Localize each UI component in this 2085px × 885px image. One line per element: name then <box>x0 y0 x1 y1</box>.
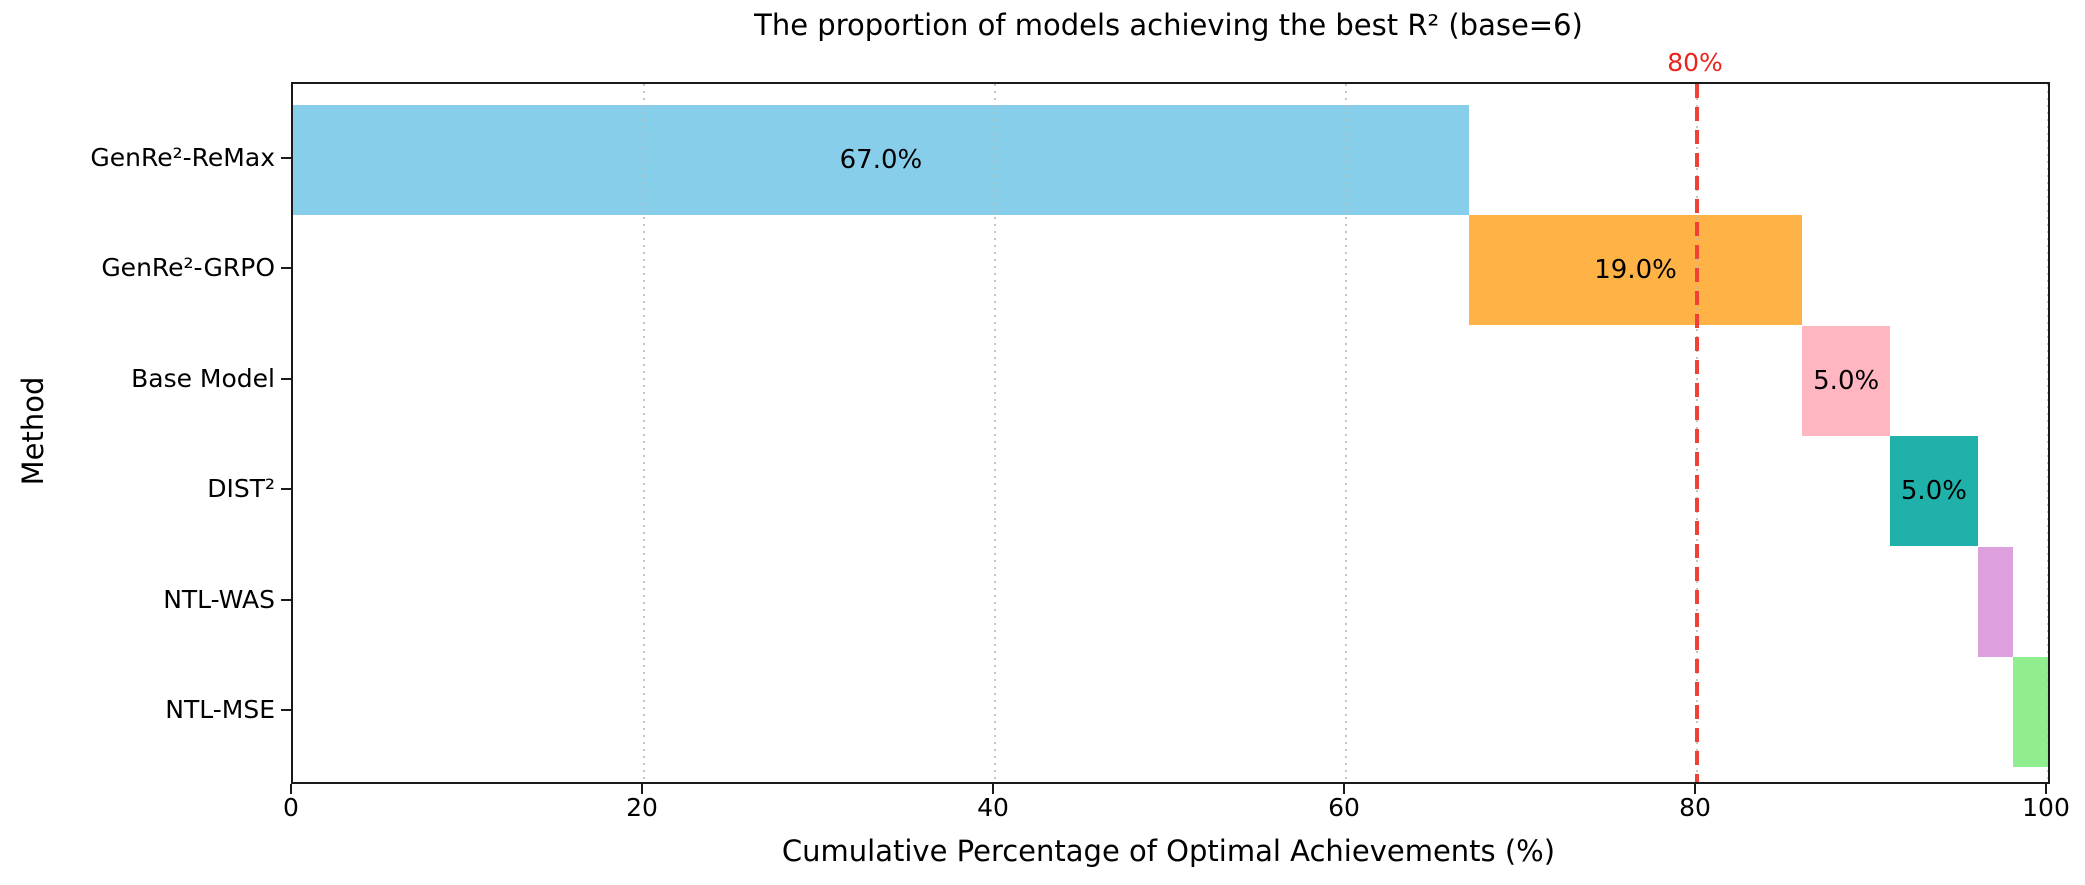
bar-segment-4 <box>1890 436 1978 547</box>
y-tick-label-1: GenRe²-ReMax <box>90 143 275 172</box>
y-tick-mark-2 <box>281 267 291 270</box>
bar-segment-5 <box>1977 546 2013 657</box>
y-tick-label-3: Base Model <box>131 363 275 393</box>
bar-segment-3 <box>1802 325 1891 436</box>
x-tick-label-40: 40 <box>977 793 1009 822</box>
x-tick-mark-40 <box>992 784 994 794</box>
y-tick-mark-1 <box>281 157 291 159</box>
x-axis-label: Cumulative Percentage of Optimal Achieve… <box>781 834 1556 868</box>
y-tick-label-4: DIST² <box>207 474 275 504</box>
gridline-x-20 <box>643 84 645 782</box>
bar-value-label: 67.0% <box>839 145 923 175</box>
plot-inner: 67.0% 19.0% 5.0% 5.0% <box>293 84 2048 782</box>
y-tick-mark-6 <box>281 709 291 711</box>
y-tick-label-6: NTL-MSE <box>165 695 275 724</box>
x-tick-label-0: 0 <box>283 793 299 822</box>
x-tick-mark-80 <box>1694 784 1696 794</box>
y-axis-label: Method <box>16 376 50 486</box>
x-tick-label-60: 60 <box>1328 793 1360 822</box>
bar-segment-6 <box>2012 657 2048 767</box>
x-tick-mark-60 <box>1343 784 1345 794</box>
x-tick-mark-20 <box>641 784 643 794</box>
bar-segment-2 <box>1468 215 1803 326</box>
y-tick-label-5: NTL-WAS <box>163 584 275 614</box>
gridline-x-60 <box>1345 84 1347 782</box>
y-tick-mark-4 <box>281 488 291 491</box>
plot-area: 67.0% 19.0% 5.0% 5.0% <box>291 82 2050 784</box>
bar-value-label: 5.0% <box>1813 365 1880 396</box>
x-tick-label-100: 100 <box>2022 793 2070 822</box>
reference-line <box>1695 84 1699 782</box>
y-tick-mark-3 <box>281 377 291 380</box>
x-tick-label-80: 80 <box>1679 793 1711 822</box>
gridline-x-100 <box>2047 84 2048 782</box>
bar-value-label: 19.0% <box>1594 255 1677 286</box>
gridline-x-40 <box>994 84 996 782</box>
x-tick-mark-100 <box>2045 784 2047 794</box>
chart-title: The proportion of models achieving the b… <box>754 8 1583 42</box>
y-tick-mark-5 <box>281 598 291 601</box>
x-tick-label-20: 20 <box>626 793 658 822</box>
y-tick-label-2: GenRe²-GRPO <box>101 253 275 283</box>
reference-line-label: 80% <box>1667 48 1723 77</box>
x-tick-mark-0 <box>290 784 292 794</box>
bar-segment-1 <box>293 105 1469 215</box>
bar-value-label: 5.0% <box>1900 476 1967 507</box>
